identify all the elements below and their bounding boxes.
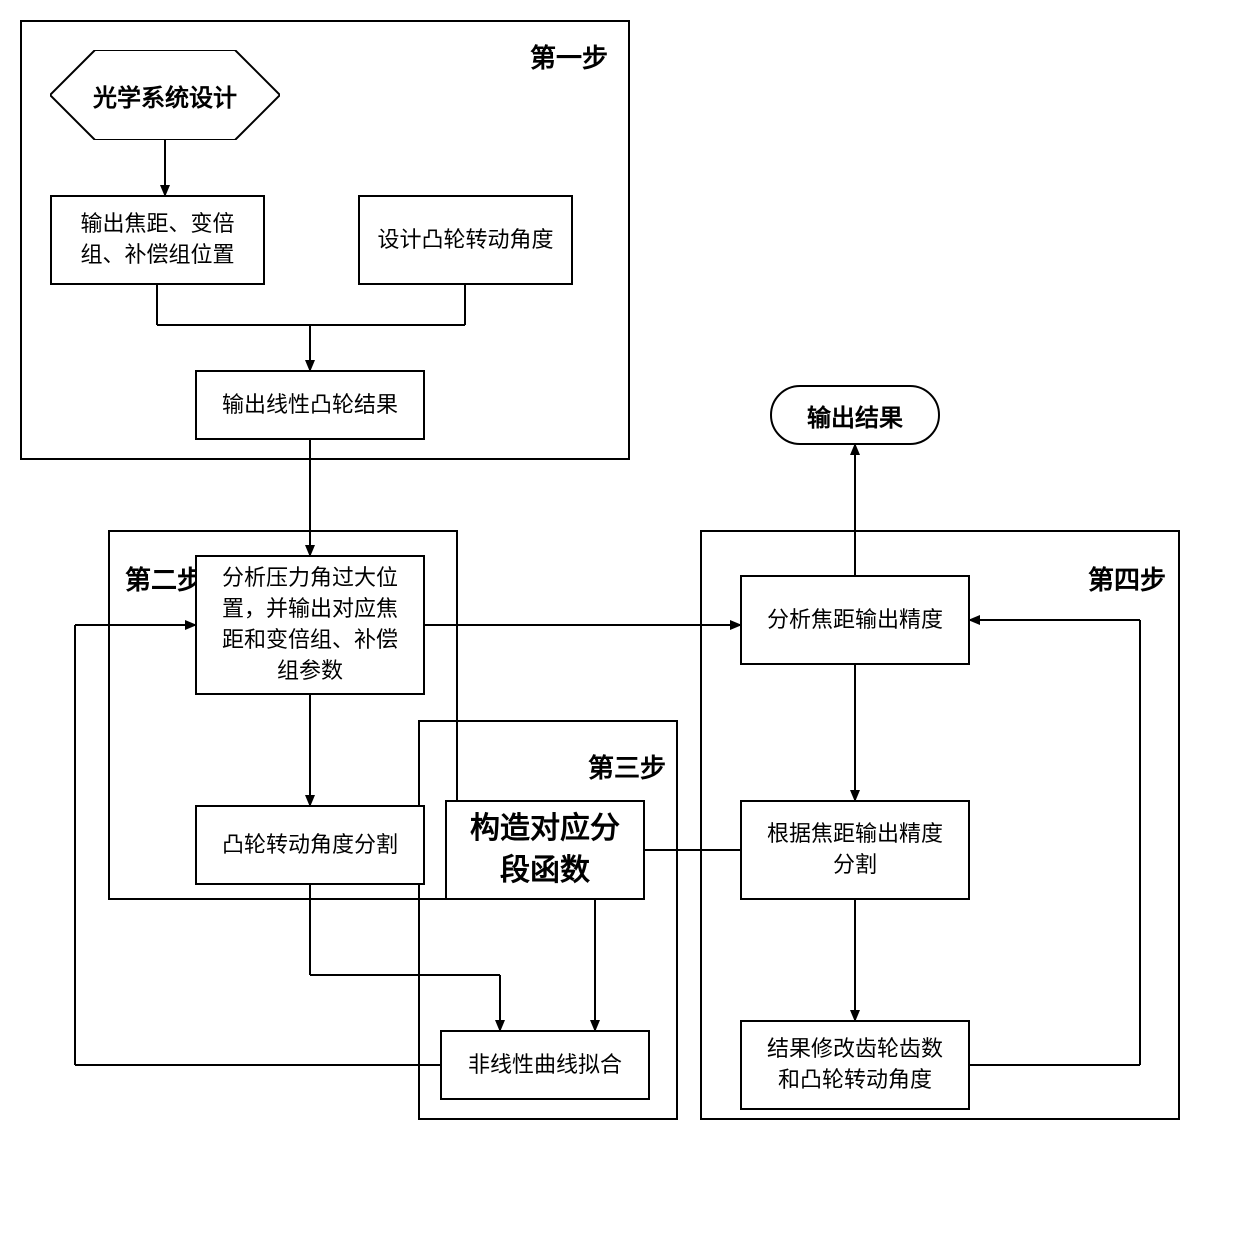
node-build-piecewise-label: 构造对应分段函数: [470, 808, 620, 892]
node-output-focal: 输出焦距、变倍组、补偿组位置: [50, 195, 265, 285]
node-precision-split: 根据焦距输出精度分割: [740, 800, 970, 900]
node-build-piecewise: 构造对应分段函数: [445, 800, 645, 900]
step4-label: 第四步: [1088, 560, 1166, 597]
node-linear-cam-result: 输出线性凸轮结果: [195, 370, 425, 440]
node-modify-gear: 结果修改齿轮齿数和凸轮转动角度: [740, 1020, 970, 1110]
node-design-cam-angle: 设计凸轮转动角度: [358, 195, 573, 285]
node-precision-split-label: 根据焦距输出精度分割: [767, 819, 943, 881]
terminator-output-label: 输出结果: [807, 398, 903, 433]
start-hexagon: 光学系统设计: [50, 50, 280, 140]
node-nonlinear-fit: 非线性曲线拟合: [440, 1030, 650, 1100]
start-hexagon-label: 光学系统设计: [93, 78, 237, 113]
node-analyze-pressure-angle-label: 分析压力角过大位置，并输出对应焦距和变倍组、补偿组参数: [222, 563, 398, 686]
node-cam-angle-split-label: 凸轮转动角度分割: [222, 830, 398, 861]
step2-label: 第二步: [125, 560, 203, 597]
step3-label: 第三步: [588, 748, 666, 785]
node-analyze-pressure-angle: 分析压力角过大位置，并输出对应焦距和变倍组、补偿组参数: [195, 555, 425, 695]
terminator-output: 输出结果: [770, 385, 940, 445]
diagram-canvas: 第一步 第二步 第三步 第四步 光学系统设计 输出焦距、变倍组、补偿组位置 设计…: [0, 0, 1240, 1252]
node-design-cam-angle-label: 设计凸轮转动角度: [377, 225, 553, 256]
node-analyze-focal-precision-label: 分析焦距输出精度: [767, 605, 943, 636]
step1-label: 第一步: [530, 38, 608, 75]
node-output-focal-label: 输出焦距、变倍组、补偿组位置: [80, 209, 234, 271]
node-cam-angle-split: 凸轮转动角度分割: [195, 805, 425, 885]
node-linear-cam-result-label: 输出线性凸轮结果: [222, 390, 398, 421]
node-analyze-focal-precision: 分析焦距输出精度: [740, 575, 970, 665]
node-modify-gear-label: 结果修改齿轮齿数和凸轮转动角度: [767, 1034, 943, 1096]
node-nonlinear-fit-label: 非线性曲线拟合: [468, 1050, 622, 1081]
